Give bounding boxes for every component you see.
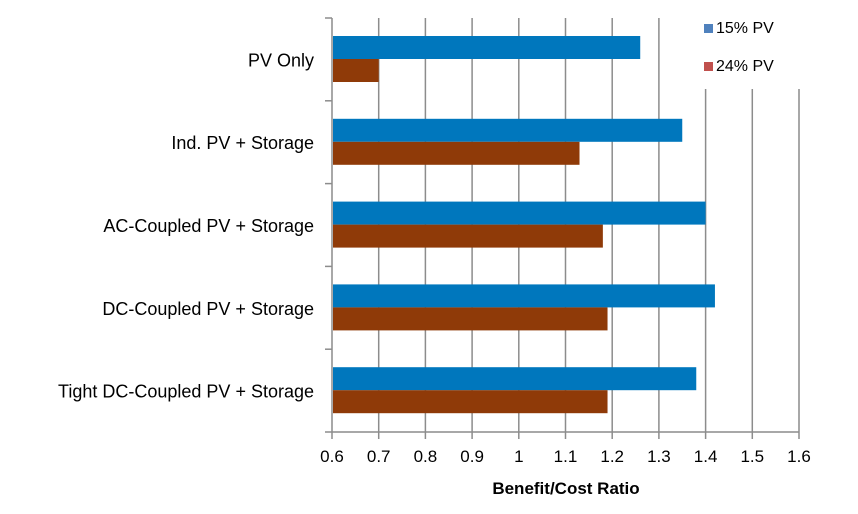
legend-label: 24% PV	[716, 58, 774, 75]
bar-24pct-4	[333, 390, 608, 414]
x-tick-label: 0.9	[460, 447, 484, 466]
x-axis-title: Benefit/Cost Ratio	[492, 479, 639, 498]
bar-15pct-0	[333, 36, 641, 59]
bar-15pct-4	[333, 367, 697, 391]
bar-24pct-0	[333, 59, 379, 82]
x-tick-label: 0.7	[367, 447, 391, 466]
bar-24pct-3	[333, 307, 608, 331]
bar-24pct-2	[333, 224, 603, 248]
x-tick-label: 1.2	[600, 447, 624, 466]
bar-15pct-1	[333, 118, 683, 142]
category-label: PV Only	[248, 50, 314, 70]
x-tick-label: 1.6	[787, 447, 811, 466]
bar-24pct-1	[333, 141, 580, 165]
x-tick-label: 1.5	[740, 447, 764, 466]
category-label: Ind. PV + Storage	[171, 133, 314, 153]
x-tick-label: 1.4	[694, 447, 718, 466]
legend-swatch	[704, 24, 713, 33]
x-tick-label: 0.6	[320, 447, 344, 466]
x-tick-label: 1.3	[647, 447, 671, 466]
bar-15pct-3	[333, 284, 715, 308]
x-tick-label: 1	[514, 447, 523, 466]
x-tick-label: 1.1	[554, 447, 578, 466]
bar-15pct-2	[333, 201, 706, 225]
category-label: DC-Coupled PV + Storage	[102, 299, 314, 319]
legend-label: 15% PV	[716, 20, 774, 37]
category-label: AC-Coupled PV + Storage	[103, 216, 314, 236]
x-tick-label: 0.8	[414, 447, 438, 466]
legend-swatch	[704, 62, 713, 71]
category-label: Tight DC-Coupled PV + Storage	[58, 382, 314, 402]
